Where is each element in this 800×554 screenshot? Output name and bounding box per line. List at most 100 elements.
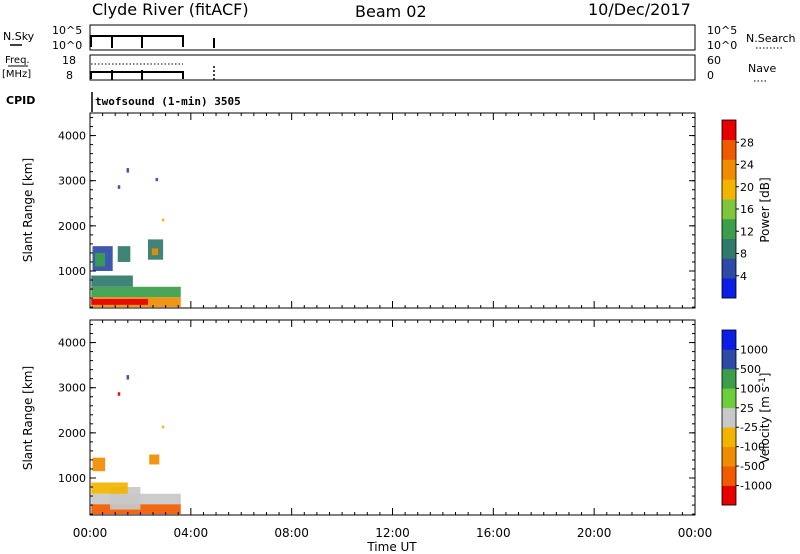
velocity-colorbar-label-close: ] bbox=[758, 373, 772, 378]
power-ytick-label-0: 1000 bbox=[58, 265, 86, 278]
velocity-yticks: 1000 2000 3000 4000 bbox=[58, 324, 695, 515]
power-ytick-label-3: 4000 bbox=[58, 130, 86, 143]
vel-ytick-label-2: 3000 bbox=[58, 382, 86, 395]
power-colorbar-tick-label-0: 4 bbox=[740, 270, 747, 283]
power-colorbar-tick-label-2: 12 bbox=[740, 225, 754, 238]
power-ytick-label-2: 3000 bbox=[58, 175, 86, 188]
power-colorbar-swatch-0 bbox=[722, 278, 736, 299]
freq-label-top: Freq. bbox=[5, 55, 30, 66]
velocity-colorbar-swatch-4 bbox=[722, 407, 736, 428]
power-cell-8 bbox=[151, 248, 159, 256]
velocity-colorbar-tick-label-1: -500 bbox=[740, 460, 765, 473]
x-axis-title: Time UT bbox=[366, 540, 417, 554]
velocity-colorbar-label-exp: -1 bbox=[758, 377, 768, 386]
power-colorbar-tick-label-5: 24 bbox=[740, 159, 754, 172]
velocity-colorbar-label: Velocity [m s-1] bbox=[758, 373, 772, 464]
vel-cell-5 bbox=[149, 454, 160, 465]
velocity-colorbar-tick-label-6: 500 bbox=[740, 363, 761, 376]
nsky-tick-top: 10^5 bbox=[52, 24, 82, 37]
power-colorbar-swatch-1 bbox=[722, 258, 736, 279]
freq-tick-bottom: 8 bbox=[66, 69, 73, 82]
nsky-panel-frame bbox=[89, 24, 696, 51]
velocity-colorbar-label-main: Velocity [m s bbox=[758, 386, 772, 463]
date-title: 10/Dec/2017 bbox=[588, 0, 691, 19]
x-tick-label-6: 00:00 bbox=[678, 526, 713, 540]
power-ylabel: Slant Range [km] bbox=[21, 158, 35, 262]
nsky-trace bbox=[90, 35, 215, 48]
power-colorbar: 4 8 12 16 20 24 28 bbox=[721, 119, 754, 299]
nave-label: Nave bbox=[748, 62, 776, 75]
power-cell-1 bbox=[91, 298, 148, 305]
power-colorbar-swatch-7 bbox=[722, 139, 736, 160]
velocity-colorbar-swatch-7 bbox=[722, 349, 736, 370]
power-yticks: 1000 2000 3000 4000 bbox=[58, 117, 695, 308]
power-xticks bbox=[89, 113, 696, 308]
power-cell-9 bbox=[126, 168, 130, 173]
vel-ytick-label-1: 2000 bbox=[58, 427, 86, 440]
nsky-tick-bottom: 10^0 bbox=[52, 39, 82, 52]
vel-ytick-label-0: 1000 bbox=[58, 472, 86, 485]
nsearch-tick-top: 10^5 bbox=[707, 24, 737, 37]
velocity-colorbar-tick-label-4: 25 bbox=[740, 402, 754, 415]
power-cell-11 bbox=[155, 178, 159, 182]
x-tick-labels: 00:00 04:00 08:00 12:00 16:00 20:00 00:00 bbox=[73, 526, 713, 540]
power-colorbar-tick-label-6: 28 bbox=[740, 136, 754, 149]
x-tick-label-4: 16:00 bbox=[476, 526, 511, 540]
velocity-colorbar-swatch-6 bbox=[722, 368, 736, 389]
vel-cell-6 bbox=[126, 375, 130, 380]
power-panel-frame bbox=[89, 112, 696, 309]
x-tick-label-2: 08:00 bbox=[274, 526, 309, 540]
velocity-xticks bbox=[89, 320, 696, 515]
power-colorbar-swatch-4 bbox=[722, 199, 736, 220]
power-colorbar-tick-label-1: 8 bbox=[740, 248, 747, 261]
x-tick-label-1: 04:00 bbox=[174, 526, 209, 540]
power-colorbar-label: Power [dB] bbox=[758, 177, 772, 242]
nave-tick-bottom: 0 bbox=[707, 69, 714, 82]
power-colorbar-swatch-2 bbox=[722, 238, 736, 259]
freq-label-bottom: [MHz] bbox=[2, 69, 31, 80]
x-tick-label-3: 12:00 bbox=[375, 526, 410, 540]
power-colorbar-swatch-3 bbox=[722, 218, 736, 239]
velocity-cells bbox=[91, 375, 181, 515]
power-colorbar-swatch-6 bbox=[722, 159, 736, 180]
power-colorbar-swatch-5 bbox=[722, 179, 736, 200]
velocity-colorbar-frame bbox=[721, 329, 737, 506]
freq-panel-frame bbox=[89, 54, 696, 81]
velocity-panel-frame bbox=[89, 319, 696, 516]
x-tick-label-0: 00:00 bbox=[73, 526, 108, 540]
vel-cell-3 bbox=[91, 482, 128, 494]
cpid-label: CPID bbox=[6, 94, 35, 107]
velocity-colorbar-tick-label-0: -1000 bbox=[740, 480, 772, 493]
power-cell-2 bbox=[91, 286, 181, 298]
velocity-colorbar-tick-label-3: -25 bbox=[740, 421, 758, 434]
vel-cell-7 bbox=[117, 392, 121, 396]
power-cell-5 bbox=[95, 252, 106, 267]
velocity-colorbar-swatch-5 bbox=[722, 388, 736, 409]
power-cell-3 bbox=[91, 275, 133, 287]
power-panel: 1000 2000 3000 4000 Slant Range [km] 4 8 12 16… bbox=[21, 112, 772, 309]
freq-trace bbox=[90, 63, 215, 80]
cpid-text: twofsound (1-min) 3505 bbox=[95, 95, 241, 108]
power-cells bbox=[91, 168, 181, 308]
velocity-panel: 1000 2000 3000 4000 Slant Range [km] -1000 -… bbox=[21, 319, 772, 516]
vel-cell-4 bbox=[92, 457, 106, 472]
vel-ytick-label-3: 4000 bbox=[58, 337, 86, 350]
freq-tick-top: 18 bbox=[62, 54, 76, 67]
velocity-ylabel: Slant Range [km] bbox=[21, 366, 35, 470]
beam-title: Beam 02 bbox=[355, 2, 427, 21]
power-cell-12 bbox=[161, 218, 165, 222]
nsearch-tick-bottom: 10^0 bbox=[707, 39, 737, 52]
velocity-colorbar-swatch-1 bbox=[722, 466, 736, 486]
power-ytick-label-1: 2000 bbox=[58, 220, 86, 233]
power-colorbar-swatch-8 bbox=[722, 120, 736, 141]
velocity-colorbar-tick-label-7: 1000 bbox=[740, 343, 768, 356]
nave-tick-top: 60 bbox=[707, 54, 721, 67]
power-colorbar-tick-label-3: 16 bbox=[740, 203, 754, 216]
station-title: Clyde River (fitACF) bbox=[92, 0, 249, 19]
velocity-colorbar: -1000 -500 -100 -25 25 100 500 1000 bbox=[721, 329, 772, 506]
velocity-colorbar-tick-label-5: 100 bbox=[740, 382, 761, 395]
nsearch-label: N.Search bbox=[746, 32, 796, 45]
vel-cell-8 bbox=[161, 425, 165, 429]
power-cell-10 bbox=[117, 185, 121, 189]
